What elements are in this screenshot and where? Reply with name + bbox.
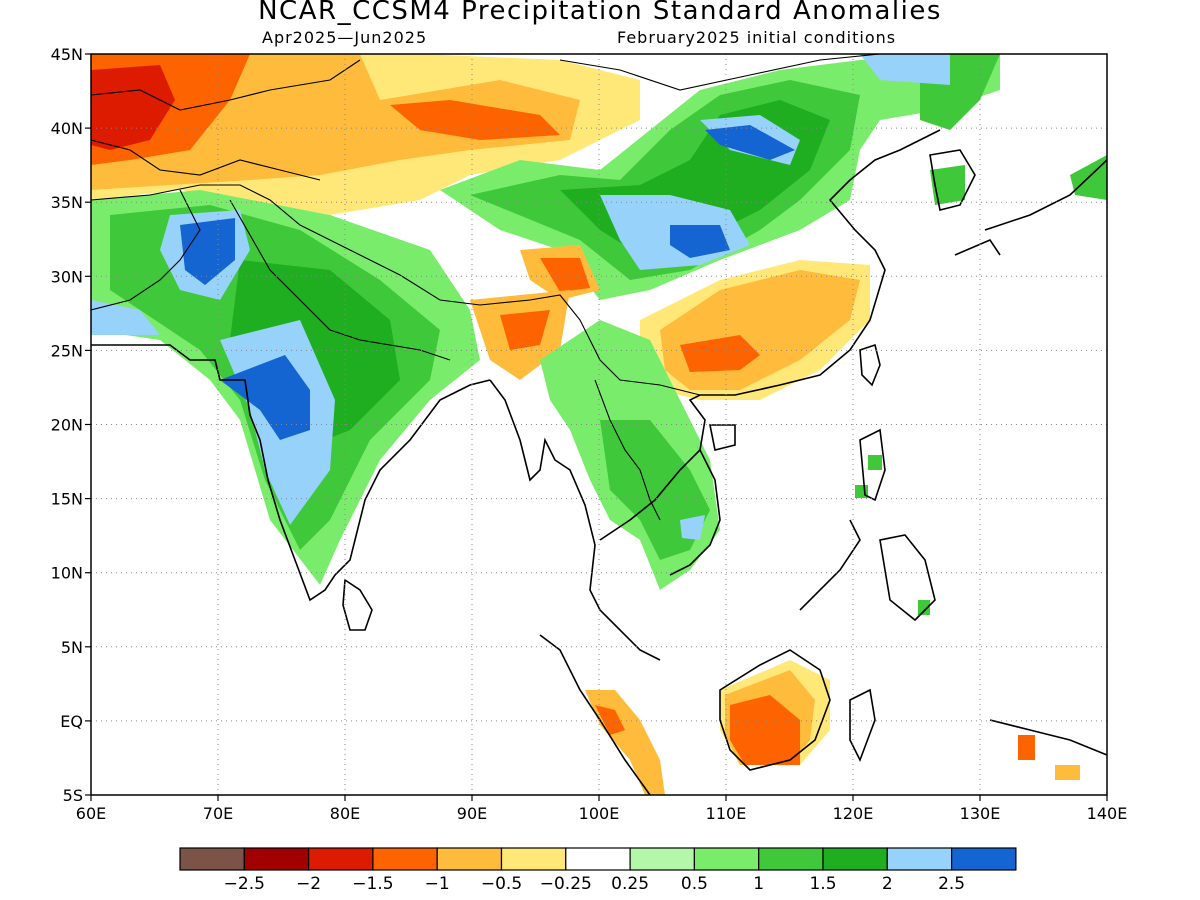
colorbar-label: −0.5 [481,874,522,894]
colorbar-swatch [436,847,503,871]
lon-tick-label: 120E [833,804,874,823]
colorbar-label: 2.5 [938,874,965,894]
region-tibet-deep-orange [540,258,590,292]
region-tarim-orange [390,100,560,140]
region-pakistan-blue [180,218,235,285]
anomaly-field [91,54,1107,795]
region-central-asia-red [91,65,175,150]
colorbar-swatch [886,847,953,871]
colorbar-swatch [179,847,245,871]
lon-tick-label: 70E [203,804,233,823]
map-title: NCAR_CCSM4 Precipitation Standard Anomal… [258,0,942,26]
coastlines [91,129,1107,795]
region-sumatra-deep-orange [595,705,625,735]
colorbar-label: −1 [425,874,450,894]
lon-tick-label: 110E [706,804,747,823]
region-india-blue [220,355,310,440]
lon-tick-label: 100E [579,804,620,823]
colorbar-swatch [629,847,695,871]
colorbar-label: −0.25 [540,874,592,894]
region-south-china-deep-orange [680,335,760,372]
colorbar-swatch [243,847,310,871]
axis-ticks: 60E 70E 80E 90E 100E 110E 120E 130E 140E 45N 40N 35… [51,45,1128,823]
region-assam-deep-orange [500,310,550,350]
region-north-china-blue [670,225,730,258]
colorbar-swatch [500,847,567,871]
colorbar-swatch [308,847,374,871]
colorbar-swatch [693,847,760,871]
lon-tick-label: 130E [960,804,1001,823]
lat-tick-label: 30N [51,267,83,286]
colorbar-label: 0.5 [681,874,708,894]
lat-tick-label: 25N [51,341,83,360]
colorbar-label: 2 [882,874,893,894]
season-subtitle: Apr2025—Jun2025 [262,28,428,47]
gridlines [91,54,1107,795]
lat-tick-label: 15N [51,490,83,509]
borders [91,54,881,521]
lat-tick-label: 5N [61,638,83,657]
lon-tick-label: 90E [457,804,487,823]
lat-tick-label: 35N [51,193,83,212]
colorbar-swatch [758,847,824,871]
colorbar-swatch [822,847,888,871]
lat-tick-label: 40N [51,119,83,138]
lat-tick-label: EQ [60,712,83,731]
lat-tick-label: 10N [51,564,83,583]
region-borneo-deep-orange [730,695,800,765]
colorbar: −2.5 −2 −1.5 −1 −0.5 −0.25 0.25 0.5 1 1.5 2 2.5 [179,847,1017,894]
region-far-north-lightblue [860,54,950,85]
colorbar-swatch [565,847,631,871]
region-korea-green [930,165,965,205]
colorbar-label: 1 [753,874,764,894]
colorbar-label: 1.5 [809,874,836,894]
lat-tick-label: 20N [51,416,83,435]
colorbar-label: −1.5 [352,874,393,894]
colorbar-swatch [372,847,438,871]
region-west-lightblue [91,300,160,335]
initial-conditions-subtitle: February2025 initial conditions [617,28,897,47]
lon-tick-label: 140E [1087,804,1128,823]
lat-tick-label: 45N [51,45,83,64]
colorbar-label: −2 [296,874,321,894]
lat-tick-label: 5S [63,786,83,805]
lon-tick-label: 60E [76,804,106,823]
region-mongolia-blue [705,125,795,160]
lon-tick-label: 80E [330,804,360,823]
colorbar-label: 0.25 [611,874,649,894]
colorbar-label: −2.5 [224,874,265,894]
region-newguinea-deep-orange [1018,735,1035,760]
colorbar-swatch [950,847,1017,871]
region-mekong-lightblue [680,515,705,540]
region-png-orange [1055,765,1080,780]
